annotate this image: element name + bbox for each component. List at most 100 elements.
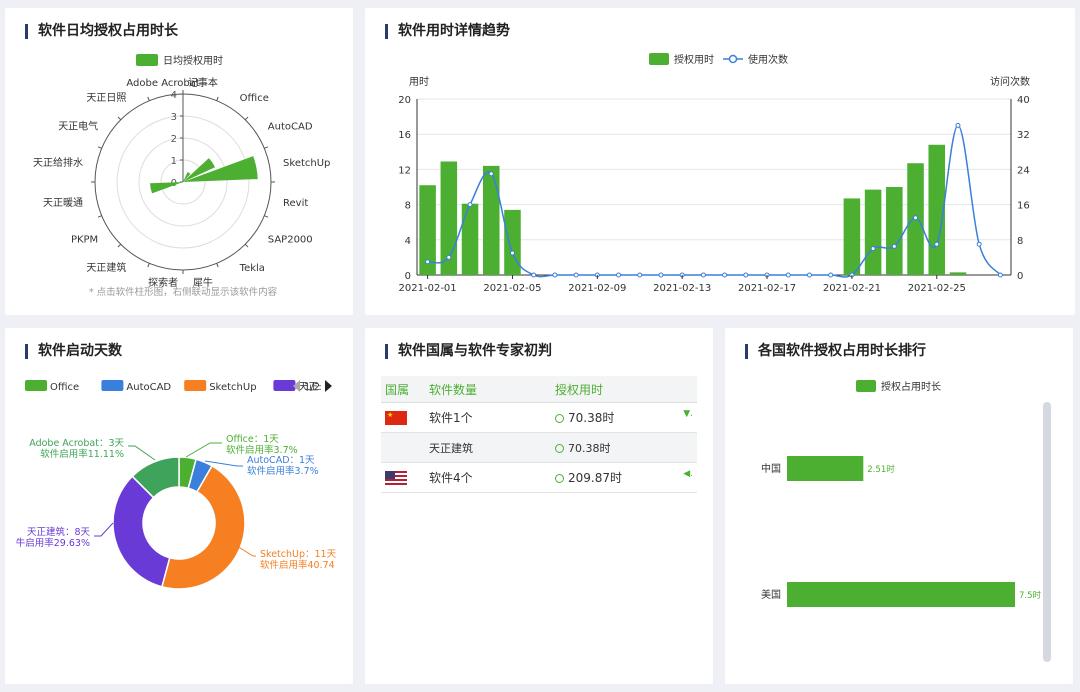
trend-bar[interactable]	[928, 144, 946, 275]
ranking-scrollbar[interactable]	[1043, 402, 1051, 662]
polar-category-label: 天正日照	[86, 92, 126, 104]
polar-bar[interactable]	[150, 182, 183, 194]
trend-left-tick: 8	[405, 201, 411, 212]
polar-bar[interactable]	[183, 172, 191, 182]
trend-right-tick: 16	[1017, 201, 1030, 212]
trend-bar[interactable]	[419, 185, 436, 275]
trend-bar[interactable]	[504, 209, 521, 275]
ranking-value-label: 7.5时	[1019, 590, 1042, 601]
polar-outer-tick	[244, 116, 249, 121]
trend-left-tick: 4	[405, 236, 411, 247]
polar-category-label: AutoCAD	[268, 121, 313, 132]
trend-legend-bar-swatch	[649, 53, 669, 65]
trend-bar[interactable]	[461, 203, 479, 275]
table-row[interactable]: 软件1个 70.38时 ▼.	[381, 402, 697, 433]
next-page-icon[interactable]	[325, 380, 332, 392]
donut-title: 软件启动天数	[25, 344, 122, 359]
polar-category-label: 天正给排水	[33, 156, 83, 169]
trend-bar[interactable]	[843, 198, 861, 275]
ranking-value-label: 2.51时	[867, 464, 895, 475]
prev-page-icon[interactable]	[293, 380, 300, 392]
donut-label: SketchUp：11天	[260, 549, 337, 560]
donut-chart[interactable]: Office AutoCAD SketchUp 天正:1/2 Office：1天软件启用…	[5, 328, 353, 684]
donut-slice[interactable]	[131, 456, 180, 499]
ranking-bar[interactable]	[787, 456, 864, 481]
table-row[interactable]: 软件4个 209.87时 ◀.	[381, 462, 697, 493]
table-subrow: 天正建筑 70.38时	[381, 432, 697, 463]
trend-x-tick-label: 2021-02-21	[823, 283, 881, 294]
polar-outer-tick	[216, 96, 219, 101]
table-title: 软件国属与软件专家初判	[385, 344, 552, 359]
header-count: 软件数量	[425, 376, 551, 403]
donut-label-rate: 软件启用率3.7%	[247, 465, 319, 477]
clock-icon	[555, 443, 564, 453]
polar-category-label: Office	[240, 93, 269, 104]
trend-x-tick-label: 2021-02-25	[908, 283, 966, 294]
trend-point	[934, 241, 940, 247]
polar-category-label: PKPM	[71, 235, 98, 246]
header-country: 国属	[381, 376, 425, 403]
expand-down-icon[interactable]: ▼.	[683, 409, 693, 419]
donut-label-line	[185, 442, 222, 458]
trend-panel: 软件用时详情趋势 授权用时 使用次数 用时 访问次数 0 0 4 8 8 16 12 24 16 32 20…	[365, 8, 1075, 315]
trend-left-tick: 0	[405, 271, 411, 282]
expand-left-icon[interactable]: ◀.	[683, 469, 693, 479]
trend-x-tick-label: 2021-02-17	[738, 283, 796, 294]
trend-point	[425, 259, 431, 265]
donut-label: Adobe Acrobat：3天	[29, 438, 124, 449]
trend-point	[700, 272, 706, 278]
trend-legend-bar-label: 授权用时	[674, 53, 714, 66]
ranking-panel: 各国软件授权占用时长排行 授权占用时长 中国 2.51时 美国 7.5时	[725, 328, 1073, 684]
trend-right-tick: 24	[1017, 165, 1030, 176]
trend-bar[interactable]	[949, 272, 967, 275]
trend-x-tick-label: 2021-02-13	[653, 283, 711, 294]
trend-bar[interactable]	[864, 189, 882, 275]
table-header-row: 国属 软件数量 授权用时	[381, 376, 697, 403]
ranking-legend-swatch	[856, 380, 876, 392]
polar-outer-tick	[264, 146, 269, 149]
trend-x-tick-label: 2021-02-05	[483, 283, 541, 294]
polar-bar[interactable]	[183, 156, 258, 182]
trend-bar[interactable]	[886, 187, 903, 275]
donut-label: AutoCAD：1天	[247, 455, 315, 466]
trend-point	[552, 272, 558, 278]
polar-bar[interactable]	[183, 158, 215, 182]
donut-slice[interactable]	[112, 475, 171, 588]
trend-bar[interactable]	[482, 165, 500, 275]
header-time: 授权用时	[551, 376, 697, 403]
trend-point	[891, 243, 897, 249]
donut-label-rate: 软件启用率40.74	[260, 559, 335, 571]
polar-outer-tick	[117, 243, 122, 248]
trend-legend-line-label: 使用次数	[748, 53, 788, 66]
polar-category-label: 记事本	[188, 76, 218, 89]
trend-point	[616, 272, 622, 278]
donut-legend-swatch	[101, 380, 124, 391]
trend-point	[828, 272, 834, 278]
donut-panel: 软件启动天数 Office AutoCAD SketchUp 天正: 1/2 Office…	[5, 328, 353, 684]
subrow-software: 天正建筑	[425, 432, 551, 463]
trend-title: 软件用时详情趋势	[385, 24, 510, 39]
donut-slice[interactable]	[160, 464, 246, 590]
donut-legend-swatch	[273, 380, 296, 391]
donut-label-line	[204, 460, 243, 467]
ranking-bar[interactable]	[787, 582, 1015, 607]
country-table-panel: 软件国属与软件专家初判 国属 软件数量 授权用时 软件1个 70.38时 ▼. …	[365, 328, 713, 684]
polar-rtick-label: 3	[171, 112, 177, 123]
trend-bar[interactable]	[440, 161, 458, 275]
donut-label-line	[94, 522, 114, 537]
donut-legend-swatch	[25, 380, 47, 391]
trend-point	[743, 272, 749, 278]
polar-category-label: SAP2000	[268, 235, 313, 246]
donut-label: 天正建筑：8天	[27, 526, 91, 538]
polar-legend-swatch	[136, 54, 158, 66]
row-time: 209.87时	[568, 471, 622, 485]
china-flag-icon	[385, 410, 407, 425]
polar-category-label: 探索者	[148, 276, 178, 289]
polar-legend-label: 日均授权用时	[163, 54, 223, 67]
polar-category-label: 天正暖通	[43, 196, 83, 209]
polar-rtick-label: 1	[171, 156, 177, 167]
polar-chart[interactable]: 日均授权用时01234记事本OfficeAutoCADSketchUpRevit…	[5, 8, 353, 315]
trend-point	[913, 215, 919, 221]
